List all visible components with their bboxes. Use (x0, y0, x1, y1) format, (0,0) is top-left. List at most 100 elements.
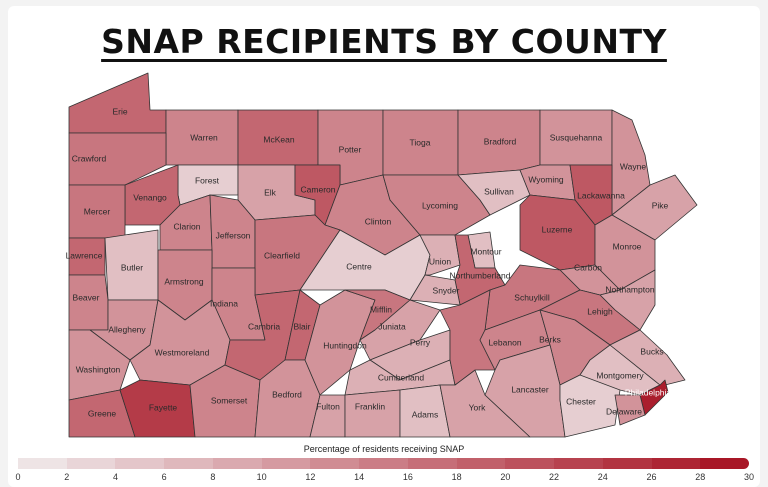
legend-swatch (651, 458, 701, 469)
county-label: Wayne (620, 161, 646, 171)
county-label: Clearfield (264, 250, 300, 260)
county-label: Luzerne (542, 224, 573, 234)
legend-tick: 26 (646, 472, 657, 482)
county-label: McKean (263, 134, 294, 144)
legend-swatch (505, 458, 555, 469)
legend-tick: 10 (256, 472, 267, 482)
legend-swatch (310, 458, 360, 469)
county-label: Warren (190, 132, 218, 142)
legend-tick: 0 (15, 472, 21, 482)
county-label: Adams (412, 409, 438, 419)
county-label: Schuylkill (514, 292, 550, 302)
legend-tick: 30 (743, 472, 755, 482)
county-label: Westmoreland (155, 347, 210, 357)
county-label: Bradford (484, 136, 517, 146)
county-label: Carbon (574, 262, 602, 272)
legend-tick: 24 (597, 472, 608, 482)
legend-tick: 12 (305, 472, 316, 482)
county-label: Lebanon (488, 337, 521, 347)
county-label: Mercer (84, 206, 111, 216)
legend-swatch (359, 458, 408, 469)
county-label: Union (429, 256, 451, 266)
legend-tick: 14 (354, 472, 365, 482)
legend-tick: 18 (451, 472, 462, 482)
county-label: Potter (339, 144, 362, 154)
county-label: Monroe (613, 241, 642, 251)
county-label: Clarion (174, 221, 201, 231)
county-label: Wyoming (528, 174, 564, 184)
county-label: Crawford (72, 153, 107, 163)
county-label: Lawrence (66, 250, 103, 260)
legend-swatch (700, 458, 749, 469)
county-label: Northampton (605, 284, 654, 294)
page-title: SNAP RECIPIENTS BY COUNTY (0, 22, 768, 61)
county-label: Somerset (211, 395, 248, 405)
county-label: Greene (88, 408, 117, 418)
county-label: Philadelphia (625, 387, 672, 397)
county-label: Washington (76, 364, 121, 374)
county-label: Delaware (606, 406, 642, 416)
county-label: Bucks (640, 346, 663, 356)
legend-swatch (602, 458, 652, 469)
county-label: Fayette (149, 402, 178, 412)
county-label: Cumberland (378, 372, 425, 382)
county-label: Snyder (433, 285, 460, 295)
legend-swatch (164, 458, 213, 469)
legend-tick: 28 (695, 472, 706, 482)
legend-color-bar (18, 458, 749, 469)
legend-tick: 8 (210, 472, 216, 482)
county-label: Chester (566, 396, 596, 406)
title-text: SNAP RECIPIENTS BY COUNTY (101, 22, 667, 61)
legend-tick: 4 (112, 472, 118, 482)
county-label: Lehigh (587, 306, 613, 316)
county-label: Beaver (73, 292, 100, 302)
county-label: Susquehanna (550, 132, 603, 142)
legend-swatch (66, 458, 116, 469)
legend-tick: 6 (161, 472, 167, 482)
county-label: Blair (293, 321, 310, 331)
county-beaver[interactable] (68, 274, 109, 331)
county-label: Cameron (301, 184, 336, 194)
county-label: Perry (410, 337, 431, 347)
county-label: Pike (652, 200, 669, 210)
county-label: Erie (112, 106, 127, 116)
county-pike[interactable] (611, 174, 698, 241)
county-label: Indiana (210, 298, 238, 308)
legend-swatch (456, 458, 506, 469)
county-label: Forest (195, 175, 220, 185)
county-label: Northumberland (450, 270, 511, 280)
county-label: Lycoming (422, 200, 458, 210)
county-label: Sullivan (484, 186, 514, 196)
county-label: Fulton (316, 401, 340, 411)
legend-swatch (554, 458, 603, 469)
county-label: Jefferson (216, 230, 251, 240)
county-label: Tioga (410, 137, 431, 147)
legend-tick: 22 (549, 472, 560, 482)
county-fayette[interactable] (119, 379, 196, 438)
county-label: Venango (133, 192, 167, 202)
legend-swatch (115, 458, 165, 469)
county-label: Berks (539, 334, 561, 344)
legend-tick: 2 (64, 472, 70, 482)
county-erie[interactable] (68, 72, 167, 134)
county-label: Lackawanna (577, 190, 625, 200)
county-label: Juniata (378, 321, 406, 331)
county-delaware[interactable] (614, 394, 646, 426)
county-label: Cambria (248, 321, 280, 331)
county-label: Butler (121, 262, 143, 272)
county-label: Montour (470, 246, 501, 256)
legend-tick: 16 (402, 472, 413, 482)
legend-swatch (407, 458, 457, 469)
legend-ticks: 0 2 4 6 8 10 12 14 16 18 20 22 24 26 28 30 (0, 472, 768, 486)
county-label: York (469, 402, 486, 412)
county-crawford[interactable] (68, 132, 167, 186)
county-label: Centre (346, 261, 372, 271)
county-washington[interactable] (68, 329, 131, 401)
county-sullivan[interactable] (457, 169, 531, 216)
county-franklin[interactable] (344, 389, 401, 438)
county-label: Clinton (365, 216, 392, 226)
county-label: Montgomery (596, 370, 644, 380)
county-label: Huntingdon (323, 340, 367, 350)
county-label: Lancaster (511, 384, 548, 394)
